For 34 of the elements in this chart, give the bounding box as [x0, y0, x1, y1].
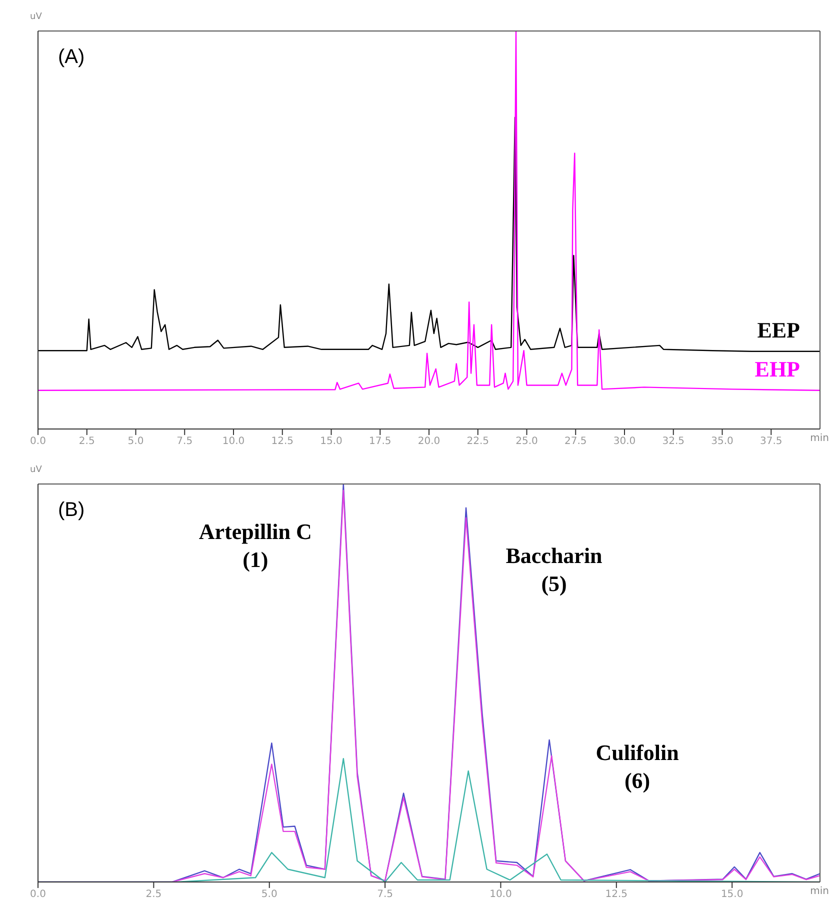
annotation: Artepillin C (1) [198, 519, 312, 572]
x-tick-label: 5.0 [261, 889, 278, 900]
x-tick-label: 25.0 [516, 436, 538, 448]
series-label: EEP [757, 317, 800, 342]
series-label: EHP [754, 356, 800, 382]
x-axis-title: min [810, 886, 829, 897]
x-tick-label: 7.5 [377, 889, 393, 900]
x-tick-label: 12.5 [271, 436, 294, 448]
x-tick-label: 2.5 [78, 436, 95, 448]
x-tick-label: 30.0 [613, 436, 636, 448]
x-tick-label: 7.5 [176, 436, 193, 448]
x-tick-label: 10.0 [490, 889, 512, 900]
x-tick-label: 0.0 [30, 889, 46, 900]
x-tick-label: 5.0 [128, 436, 144, 448]
x-tick-label: 10.0 [222, 436, 245, 448]
annotation: Culifolin (6) [596, 740, 679, 793]
x-tick-label: 2.5 [146, 889, 162, 900]
x-tick-label: 32.5 [662, 436, 685, 448]
x-tick-label: 0.0 [30, 436, 46, 448]
y-axis-title: uV [30, 12, 42, 22]
x-tick-label: 37.5 [760, 436, 782, 448]
x-tick-label: 12.5 [605, 889, 628, 900]
x-tick-label: 22.5 [466, 436, 490, 448]
x-axis-title: min [810, 433, 829, 444]
y-axis-title: uV [30, 465, 42, 475]
text: (B) [58, 499, 85, 522]
text: (A) [58, 46, 85, 69]
x-tick-label: 15.0 [720, 889, 744, 900]
x-tick-label: 15.0 [320, 436, 342, 448]
annotation: Baccharin (5) [506, 542, 602, 596]
x-tick-label: 35.0 [711, 436, 734, 448]
x-tick-label: 17.5 [368, 436, 392, 448]
x-tick-label: 27.5 [564, 436, 587, 448]
x-tick-label: 20.0 [418, 436, 440, 448]
